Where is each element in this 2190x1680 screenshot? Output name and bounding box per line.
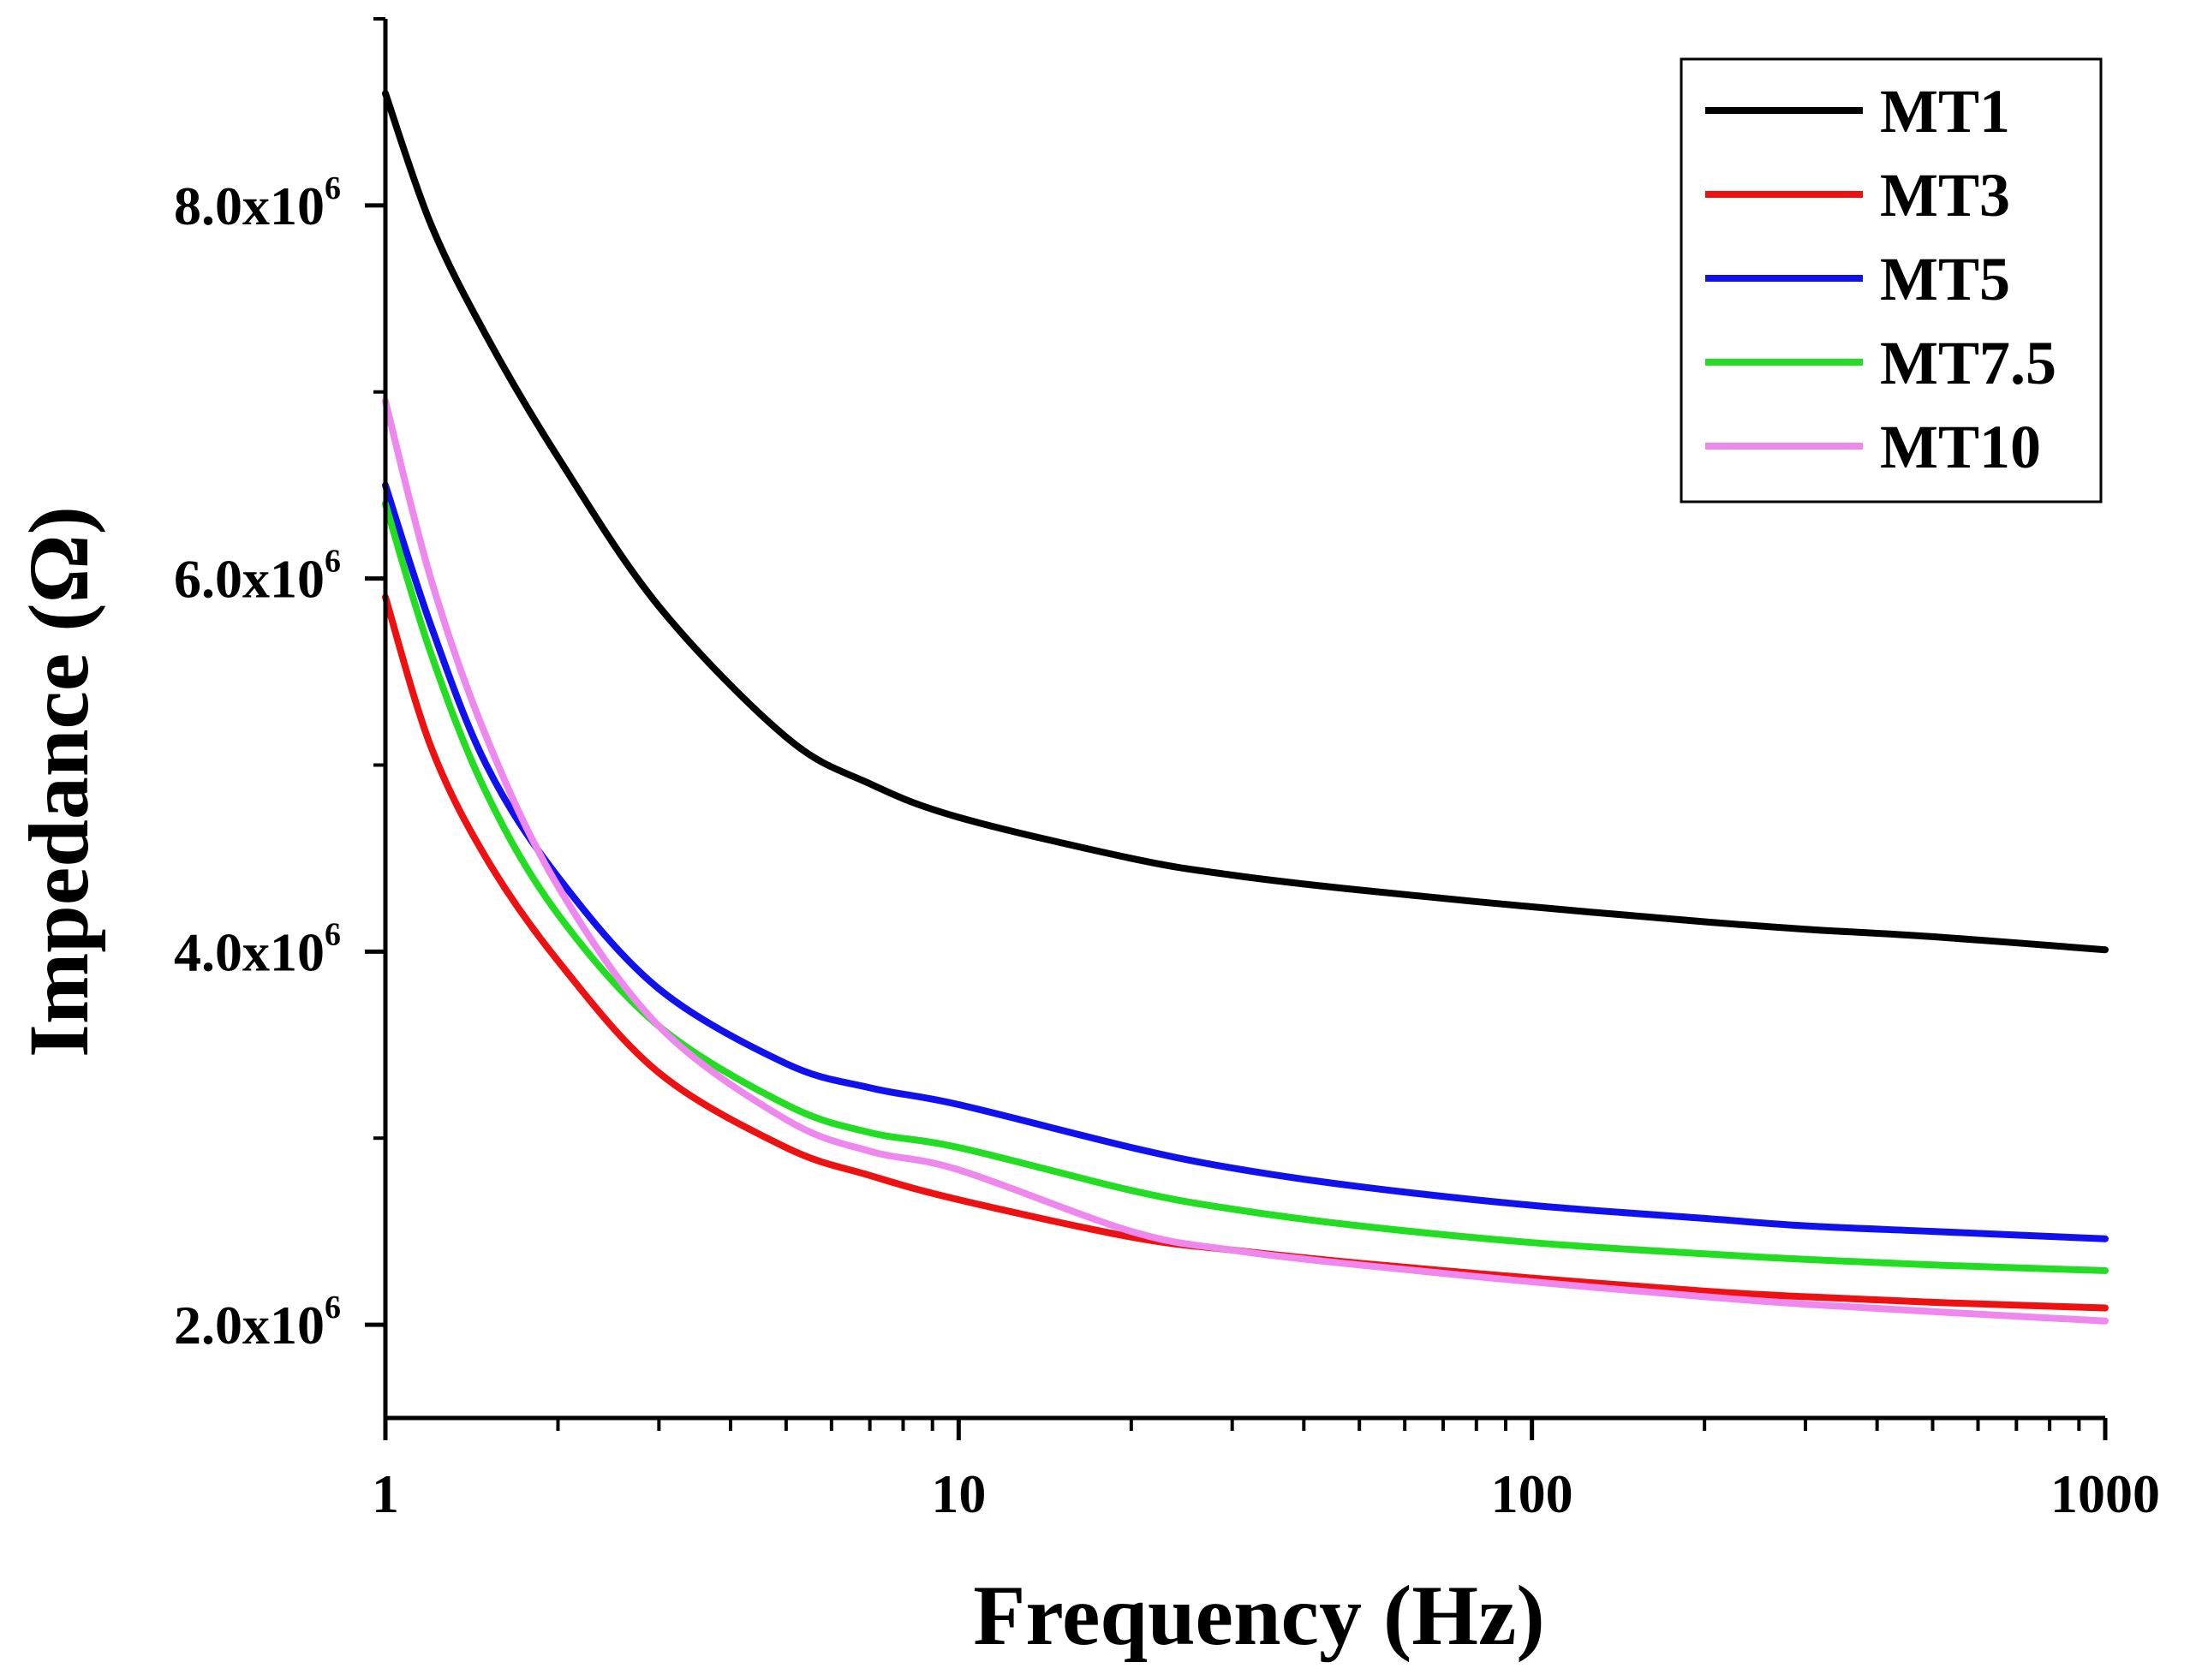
- y-tick-mantissa: 6.0x10: [174, 549, 325, 610]
- series-line-mt1: [382, 90, 2109, 954]
- y-tick-exponent: 6: [325, 1290, 341, 1326]
- legend-label-mt7-5: MT7.5: [1880, 329, 2056, 397]
- y-tick-mantissa: 2.0x10: [174, 1295, 325, 1355]
- y-tick-mantissa: 4.0x10: [174, 921, 325, 982]
- y-tick-label: 4.0x106: [174, 916, 341, 982]
- series-line-mt7-5: [382, 500, 2109, 1274]
- x-tick-label: 10: [931, 1463, 986, 1524]
- x-tick-label: 1000: [2050, 1463, 2160, 1524]
- x-axis-title: Frequency (Hz): [973, 1568, 1544, 1663]
- x-tick-label: 100: [1491, 1463, 1573, 1524]
- series-line-mt3: [382, 593, 2109, 1312]
- legend-label-mt3: MT3: [1880, 161, 2010, 229]
- y-tick-label: 2.0x106: [174, 1290, 341, 1355]
- series-layer: [382, 90, 2109, 1325]
- legend-label-mt10: MT10: [1880, 413, 2041, 481]
- x-tick-label: 1: [372, 1463, 399, 1524]
- y-tick-exponent: 6: [325, 916, 341, 952]
- legend: MT1 MT3 MT5 MT7.5 MT10: [1680, 57, 2103, 503]
- y-tick-mantissa: 8.0x10: [174, 176, 325, 236]
- y-tick-exponent: 6: [325, 170, 341, 206]
- y-tick-label: 6.0x106: [174, 544, 341, 610]
- legend-label-mt1: MT1: [1880, 77, 2010, 146]
- y-axis-title: Impedance (Ω): [11, 506, 106, 1057]
- y-tick-label: 8.0x106: [174, 170, 341, 236]
- series-line-mt5: [382, 481, 2109, 1242]
- legend-label-mt5: MT5: [1880, 245, 2010, 313]
- y-tick-exponent: 6: [325, 544, 341, 580]
- series-line-mt10: [382, 397, 2109, 1325]
